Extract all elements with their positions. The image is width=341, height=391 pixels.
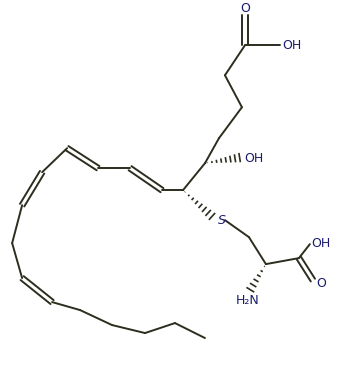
Text: O: O [316,276,326,290]
Text: OH: OH [311,237,330,249]
Text: H₂N: H₂N [236,294,260,307]
Text: OH: OH [282,39,301,52]
Text: S: S [218,213,226,227]
Text: O: O [240,2,250,15]
Text: OH: OH [244,152,263,165]
